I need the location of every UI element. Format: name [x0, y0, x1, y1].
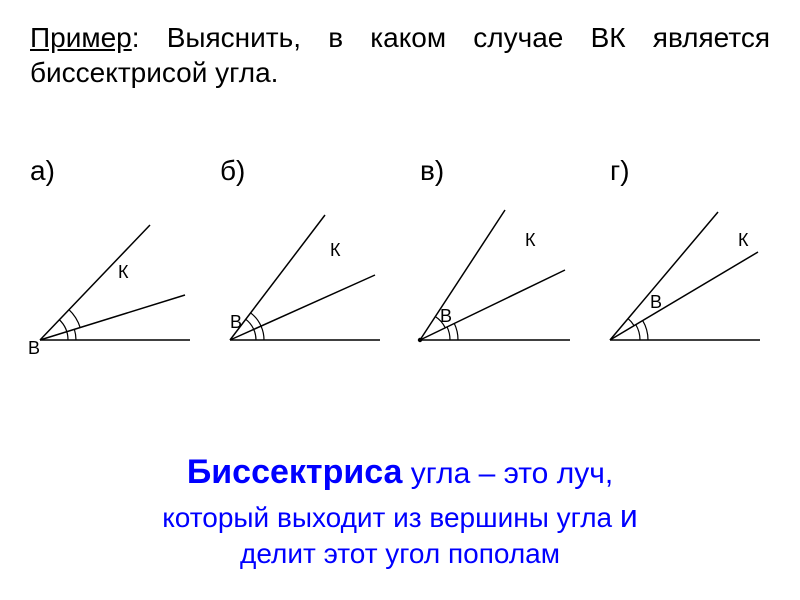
- angle-figure-icon: [590, 200, 775, 360]
- vertex-label-B: В: [230, 312, 242, 333]
- angle-figure-icon: [20, 200, 205, 360]
- label-a: а): [30, 155, 55, 187]
- ray-label-K: К: [525, 230, 536, 251]
- definition-line-3: делит этот угол пополам: [30, 535, 770, 573]
- definition-bold: Биссектриса: [187, 453, 403, 491]
- problem-statement: Пример: Выяснить, в каком случае ВК явля…: [30, 20, 770, 90]
- diagram-a: ВК: [20, 200, 200, 360]
- vertex-label-B: В: [650, 292, 662, 313]
- angle-figure-icon: [210, 200, 395, 360]
- ray-label-K: К: [330, 240, 341, 261]
- label-b: б): [220, 155, 245, 187]
- vertex-label-B: В: [28, 338, 40, 359]
- angle-figure-icon: [400, 200, 585, 360]
- definition-conj-i: и: [620, 498, 638, 534]
- definition-line-1: Биссектриса угла – это луч,: [30, 450, 770, 496]
- problem-body: : Выяснить, в каком случае ВК является б…: [30, 22, 770, 88]
- definition-line-2: который выходит из вершины угла и: [30, 495, 770, 538]
- diagram-d: ВК: [590, 200, 770, 360]
- ray-label-K: К: [738, 230, 749, 251]
- diagram-c: ВК: [400, 200, 580, 360]
- label-c: в): [420, 155, 444, 187]
- definition-line-1-rest: угла – это луч,: [402, 457, 613, 490]
- label-d: г): [610, 155, 630, 187]
- problem-prefix: Пример: [30, 22, 132, 53]
- diagram-b: ВК: [210, 200, 390, 360]
- definition-line-2a: который выходит из вершины угла: [162, 502, 620, 533]
- diagrams-container: ВКВКВКВК: [20, 200, 780, 380]
- vertex-label-B: В: [440, 306, 452, 327]
- ray-label-K: К: [118, 262, 129, 283]
